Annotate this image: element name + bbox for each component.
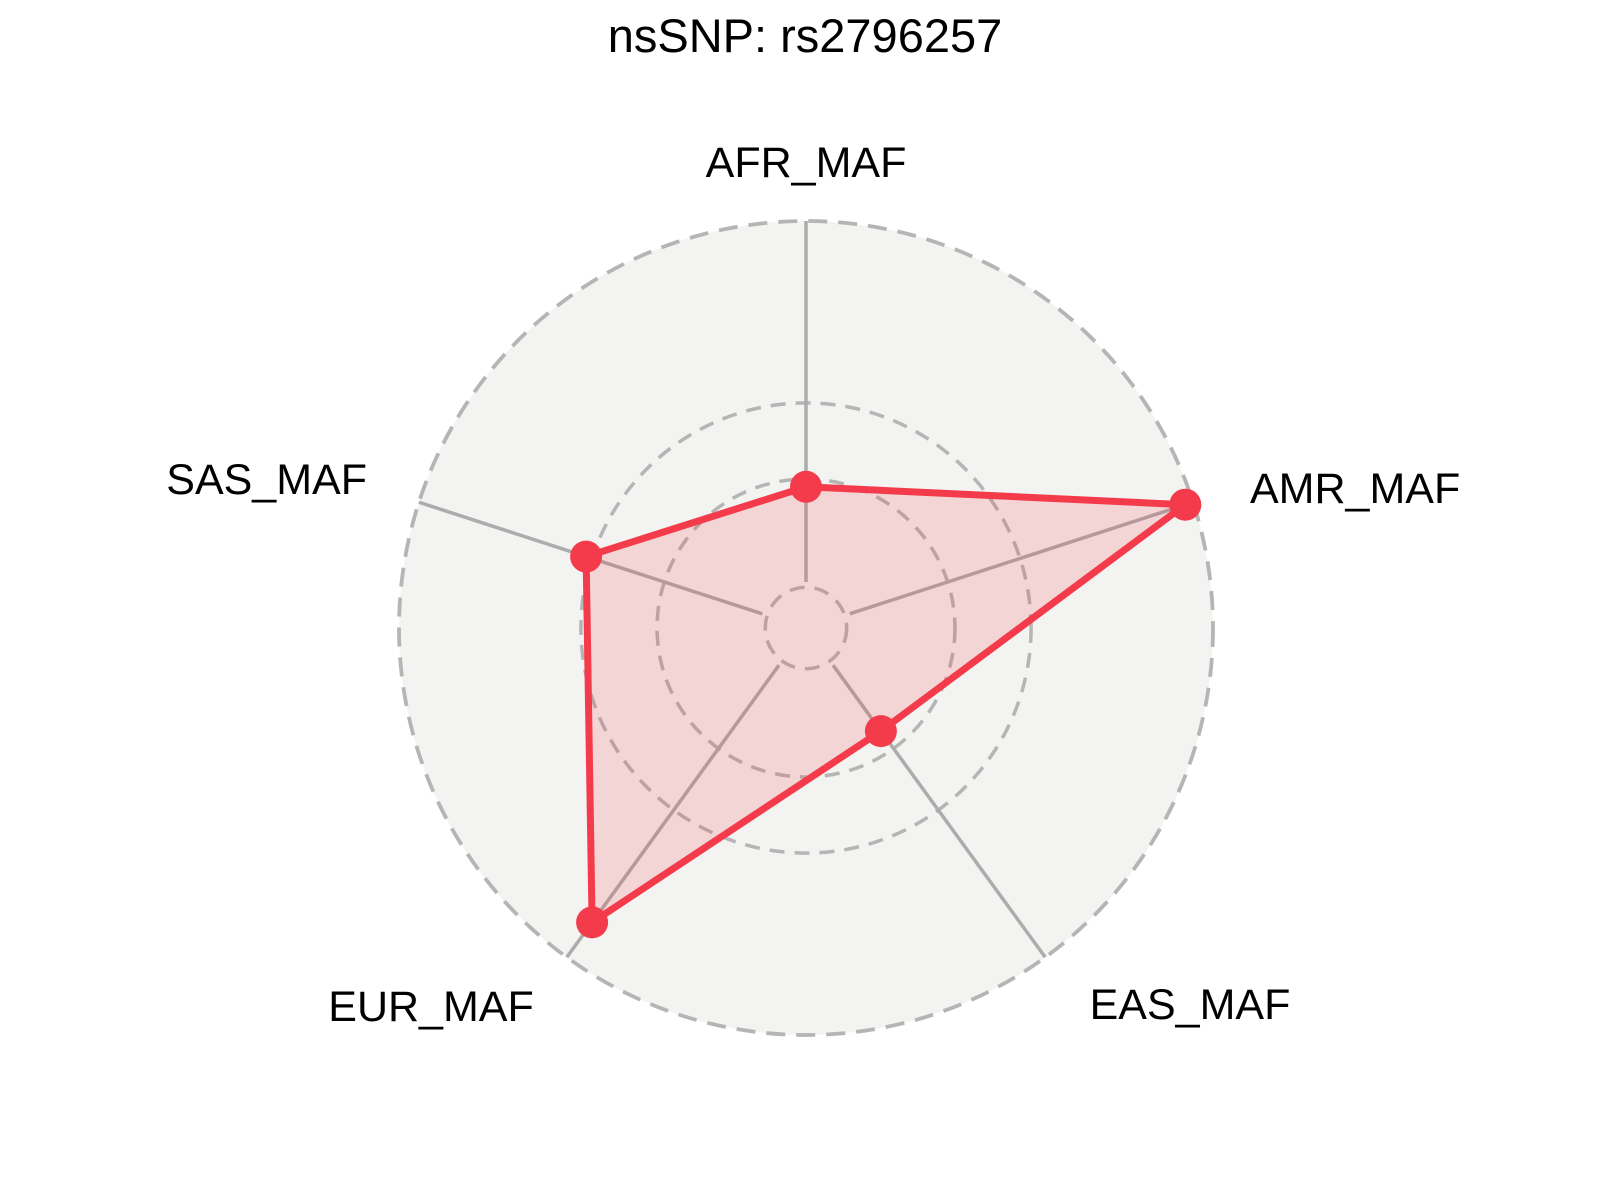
axis-spoke-AMR_MAF <box>849 500 1194 616</box>
radar-geometry <box>397 219 1215 1037</box>
grid-circle-outer <box>397 219 1215 1037</box>
axis-label-eur-maf: EUR_MAF <box>328 983 533 1031</box>
axis-label-amr-maf: AMR_MAF <box>1250 465 1460 513</box>
plot-disk <box>399 221 1213 1035</box>
grid-circle-0 <box>763 585 849 671</box>
data-polygon-outline <box>582 483 1189 926</box>
data-point-EAS_MAF <box>864 715 897 748</box>
axis-spoke-EUR_MAF <box>565 664 781 959</box>
axis-label-sas-maf: SAS_MAF <box>166 456 367 504</box>
data-point-EUR_MAF <box>576 906 609 939</box>
data-point-AFR_MAF <box>790 470 822 503</box>
data-point-AMR_MAF <box>1169 488 1202 521</box>
data-polygon-fill <box>586 486 1186 923</box>
axis-spoke-EAS_MAF <box>831 664 1047 959</box>
chart-title: nsSNP: rs2796257 <box>608 9 1003 62</box>
axis-label-afr-maf: AFR_MAF <box>706 139 907 187</box>
data-point-SAS_MAF <box>570 540 603 573</box>
axis-label-eas-maf: EAS_MAF <box>1090 981 1291 1029</box>
